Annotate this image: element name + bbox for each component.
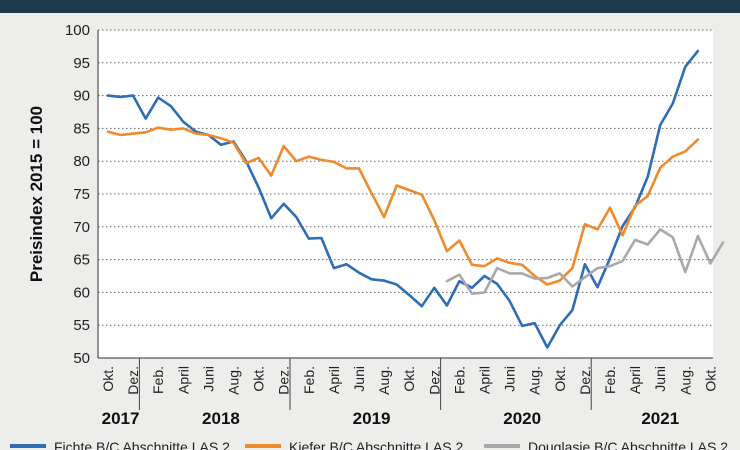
- y-tick-label: 95: [73, 55, 90, 72]
- legend-label: Douglasie B/C Abschnitte LAS 2: [528, 439, 728, 450]
- y-tick-label: 50: [73, 350, 90, 367]
- x-tick-label: Okt.: [251, 366, 267, 392]
- x-tick-label: April: [175, 366, 191, 394]
- y-tick-label: 70: [73, 219, 90, 236]
- x-tick-label: Juni: [502, 366, 518, 392]
- y-tick-label: 80: [73, 153, 90, 170]
- year-label: 2020: [503, 409, 541, 428]
- x-tick-label: Aug.: [527, 366, 543, 395]
- series-line: [445, 228, 725, 296]
- year-label: 2019: [353, 409, 391, 428]
- x-tick-label: Dez.: [577, 366, 593, 395]
- x-tick-label: Dez.: [125, 366, 141, 395]
- y-tick-label: 60: [73, 284, 90, 301]
- y-tick-label: 100: [65, 22, 90, 39]
- x-tick-label: Okt.: [401, 366, 417, 392]
- x-tick-label: Juni: [200, 366, 216, 392]
- x-tick-label: Feb.: [451, 366, 467, 394]
- x-tick-label: Juni: [351, 366, 367, 392]
- year-label: 2018: [202, 409, 240, 428]
- y-tick-label: 55: [73, 317, 90, 334]
- year-label: 2017: [102, 409, 140, 428]
- x-tick-label: April: [627, 366, 643, 394]
- series-line: [106, 126, 700, 286]
- legend-label: Kiefer B/C Abschnitte LAS 2: [289, 439, 464, 450]
- x-tick-label: April: [477, 366, 493, 394]
- x-tick-label: Okt.: [552, 366, 568, 392]
- y-axis-label: Preisindex 2015 = 100: [27, 106, 46, 282]
- x-tick-label: Feb.: [150, 366, 166, 394]
- x-tick-label: Juni: [652, 366, 668, 392]
- y-tick-label: 90: [73, 88, 90, 105]
- x-tick-label: Dez.: [426, 366, 442, 395]
- x-tick-label: Feb.: [602, 366, 618, 394]
- legend-label: Fichte B/C Abschnitte LAS 2: [54, 439, 230, 450]
- year-label: 2021: [641, 409, 679, 428]
- x-tick-label: April: [326, 366, 342, 394]
- y-tick-label: 75: [73, 186, 90, 203]
- top-banner: [0, 0, 740, 13]
- x-tick-label: Okt.: [702, 366, 718, 392]
- x-tick-label: Feb.: [301, 366, 317, 394]
- y-tick-label: 65: [73, 252, 90, 269]
- x-tick-label: Aug.: [376, 366, 392, 395]
- x-tick-label: Aug.: [677, 366, 693, 395]
- y-tick-label: 85: [73, 120, 90, 137]
- x-tick-label: Aug.: [226, 366, 242, 395]
- x-tick-label: Okt.: [100, 366, 116, 392]
- x-tick-label: Dez.: [276, 366, 292, 395]
